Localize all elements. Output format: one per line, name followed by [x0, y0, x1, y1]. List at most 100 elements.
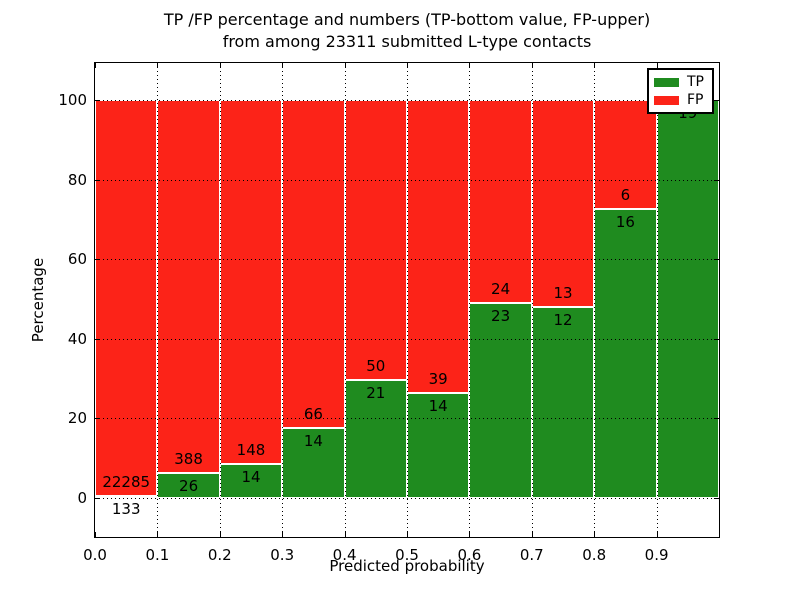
- tp-bar-segment: [469, 303, 532, 498]
- y-tick-right: [714, 259, 719, 261]
- tp-bar-segment: [282, 428, 345, 498]
- tp-count-label: 14: [303, 432, 323, 451]
- fp-bar-segment: [469, 100, 532, 304]
- horizontal-gridline: [95, 179, 719, 181]
- fp-bar-segment: [95, 100, 158, 496]
- tp-bar-segment: [407, 392, 470, 498]
- fp-bar-segment: [594, 100, 657, 209]
- horizontal-gridline: [95, 338, 719, 340]
- x-axis-label: Predicted probability: [329, 557, 485, 575]
- x-tick-label: 0.6: [457, 546, 482, 564]
- vertical-gridline: [219, 63, 221, 537]
- vertical-gridline: [656, 63, 658, 537]
- x-tick-bottom: [656, 532, 658, 537]
- fp-count-label: 6: [620, 185, 631, 204]
- y-tick-right: [714, 100, 719, 101]
- y-tick-left: [95, 498, 100, 499]
- chart-title-line1: TP /FP percentage and numbers (TP-bottom…: [163, 10, 651, 29]
- x-tick-bottom: [531, 532, 533, 537]
- fp-bar-segment: [531, 100, 595, 307]
- fp-count-label: 50: [366, 357, 386, 376]
- y-tick-label: 100: [58, 91, 87, 109]
- x-tick-label: 0.4: [332, 546, 357, 564]
- x-tick-top: [95, 63, 96, 68]
- tp-bar-segment: [594, 208, 657, 498]
- y-tick-left: [95, 179, 100, 181]
- x-tick-label: 0.0: [83, 546, 107, 564]
- x-tick-top: [719, 63, 720, 68]
- horizontal-gridline: [95, 498, 719, 499]
- y-tick-label: 20: [67, 409, 87, 428]
- y-tick-left: [95, 259, 100, 261]
- fp-bar-segment: [282, 100, 345, 429]
- legend-entry-tp: TP: [654, 75, 707, 89]
- x-tick-top: [282, 63, 284, 68]
- x-tick-top: [531, 63, 533, 68]
- vertical-gridline: [157, 63, 159, 537]
- horizontal-gridline: [95, 259, 719, 261]
- tp-count-label: 16: [615, 212, 635, 231]
- x-tick-bottom: [282, 532, 284, 537]
- y-tick-right: [714, 338, 719, 340]
- fp-swatch: [654, 95, 679, 105]
- x-tick-label: 0.9: [644, 546, 669, 564]
- fp-bar-segment: [407, 100, 470, 393]
- x-tick-label: 0.8: [582, 546, 607, 564]
- vertical-gridline: [469, 63, 471, 537]
- plot-area: TP FP 22285 133 388 26 148 14 66 14 50 21 39 14 24 23…: [58, 62, 720, 564]
- y-tick-label: 40: [67, 329, 87, 348]
- y-tick-label: 80: [67, 170, 87, 189]
- tp-bar-segment: [95, 495, 158, 498]
- x-tick-bottom: [157, 532, 159, 537]
- tp-bar-segment: [531, 306, 595, 498]
- tp-count-label: 14: [428, 396, 448, 415]
- fp-count-label: 22285: [102, 472, 151, 491]
- horizontal-gridline: [95, 418, 719, 420]
- vertical-gridline: [282, 63, 284, 537]
- fp-count-label: 388: [174, 450, 203, 468]
- y-tick-left: [95, 100, 100, 101]
- tp-bar-segment: [656, 100, 719, 498]
- chart-title-line2: from among 23311 submitted L-type contac…: [222, 32, 592, 51]
- fp-count-label: 148: [236, 440, 266, 459]
- y-tick-right: [714, 418, 719, 420]
- x-tick-top: [594, 63, 596, 68]
- y-tick-right: [714, 498, 719, 499]
- horizontal-gridline: [95, 100, 719, 101]
- tp-count-label: 12: [553, 310, 573, 329]
- tp-count-label: 14: [241, 467, 261, 486]
- chart-title: TP /FP percentage and numbers (TP-bottom…: [94, 9, 720, 53]
- tp-count-label: 133: [111, 499, 141, 518]
- vertical-gridline: [531, 63, 533, 537]
- vertical-gridline: [344, 63, 346, 537]
- fp-count-label: 13: [553, 283, 573, 302]
- tp-bar-segment: [157, 473, 220, 498]
- legend-label-tp: TP: [687, 74, 704, 90]
- vertical-gridline: [594, 63, 596, 537]
- x-tick-bottom: [344, 532, 346, 537]
- tp-count-label: 26: [179, 477, 199, 495]
- vertical-gridline: [407, 63, 408, 537]
- x-tick-label: 0.2: [207, 546, 232, 564]
- x-tick-top: [407, 63, 408, 68]
- x-tick-bottom: [719, 532, 720, 537]
- tp-swatch: [654, 77, 679, 87]
- x-tick-bottom: [219, 532, 221, 537]
- x-tick-bottom: [407, 532, 408, 537]
- x-tick-top: [656, 63, 658, 68]
- y-tick-left: [95, 338, 100, 340]
- fp-count-label: 66: [303, 405, 323, 424]
- fp-bar-segment: [157, 100, 220, 473]
- x-tick-label: 0.3: [270, 546, 295, 564]
- y-axis-label-wrap: Percentage: [28, 62, 48, 538]
- y-tick-label: 60: [67, 250, 87, 269]
- x-tick-top: [219, 63, 221, 68]
- x-tick-bottom: [469, 532, 471, 537]
- y-tick-label: 0: [77, 489, 87, 507]
- tp-count-label: 21: [366, 384, 386, 403]
- tp-count-label: 23: [491, 307, 511, 326]
- fp-count-label: 24: [491, 280, 511, 299]
- x-tick-label: 0.7: [519, 546, 544, 564]
- tp-bar-segment: [344, 380, 407, 498]
